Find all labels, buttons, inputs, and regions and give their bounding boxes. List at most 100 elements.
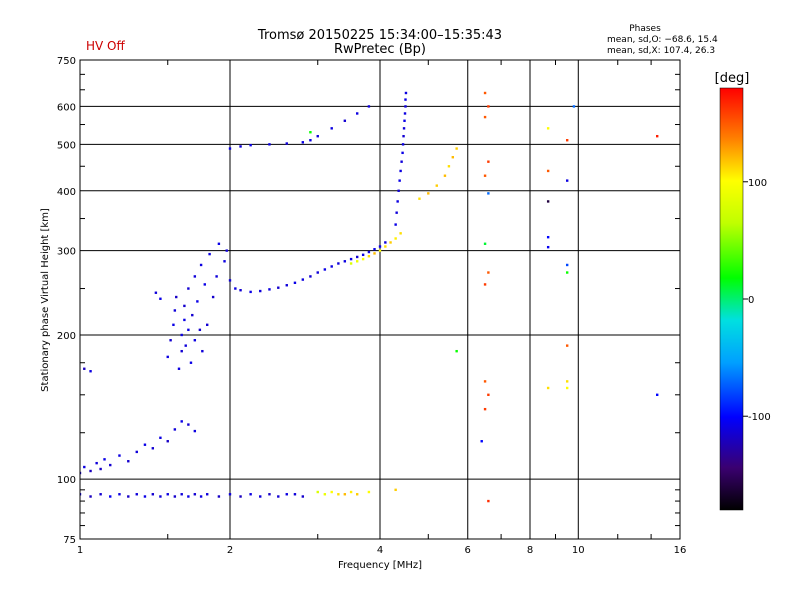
data-point [191,313,194,317]
data-point [293,281,297,284]
data-point [399,169,402,173]
data-point [343,260,347,263]
data-point [361,257,365,261]
data-point [487,393,490,397]
x-tick-label: 10 [572,545,585,556]
data-point [483,174,487,177]
data-point [217,495,221,498]
data-point [487,160,490,163]
data-point [655,393,659,397]
data-point [367,490,371,494]
x-tick-label: 16 [674,545,687,556]
data-point [373,248,376,251]
data-point [166,355,169,359]
data-point [565,380,569,383]
data-point [109,495,112,498]
data-point [401,151,404,155]
x-axis-label: Frequency [MHz] [338,560,422,571]
data-point [487,192,490,195]
stats-heading: Phases [629,24,661,34]
data-point [337,493,340,496]
data-point [187,287,190,290]
data-point [293,493,297,496]
data-point [151,447,155,450]
data-point [309,131,312,134]
data-point [323,493,327,496]
data-point [323,268,327,271]
data-point [143,443,147,446]
data-point [404,105,407,108]
data-point [177,367,181,370]
chart-title: Tromsø 20150225 15:34:00–15:35:43 [257,28,502,43]
data-point [239,289,242,292]
data-point [193,275,197,278]
data-point [189,361,193,364]
data-point [268,493,271,496]
data-point [404,98,407,101]
data-point [127,495,130,498]
data-point [403,119,406,122]
data-point [259,289,262,293]
data-point [175,295,178,299]
data-point [480,440,483,443]
data-point [95,461,98,465]
data-point [285,284,288,287]
data-point [89,495,92,498]
x-tick-label: 2 [227,545,233,556]
data-point [455,147,458,150]
data-point [355,112,359,115]
data-point [234,287,237,290]
data-point [118,493,121,496]
data-point [355,493,359,496]
data-point [199,495,203,498]
data-point [103,458,106,461]
data-point [193,429,197,433]
data-point [546,127,550,130]
data-point [394,237,397,240]
plot-frame [79,59,681,540]
grid-lines [80,60,680,539]
data-point [184,344,187,347]
data-point [451,156,455,159]
data-point [211,295,215,299]
data-point [268,143,271,146]
colorbar-tick-label: 100 [748,178,767,189]
data-point [316,134,319,138]
data-point [401,143,405,146]
data-point [398,179,401,182]
x-axis-ticks: 1 2 4 6 8 10 16 [77,60,687,556]
data-point [483,380,487,383]
data-point [487,271,490,274]
data-point [330,490,333,494]
colorbar [719,87,744,511]
data-point [395,211,398,214]
data-point [546,245,550,249]
data-point [143,495,147,498]
x-tick-label: 4 [377,545,383,556]
data-point [565,263,569,267]
data-point [349,490,353,494]
data-point [208,252,211,256]
data-point [199,263,203,267]
data-point [483,91,487,95]
data-point [154,291,158,294]
data-point [259,495,262,498]
data-point [403,112,407,115]
data-point [435,184,438,187]
data-point [180,349,183,353]
data-point [173,495,177,498]
data-point [249,493,252,496]
data-point [404,91,408,95]
data-point [89,469,92,473]
data-point [349,257,353,261]
y-axis-label: Stationary phase Virtual Height [km] [40,208,51,392]
data-point [309,139,312,142]
stats-line-x: mean, sd,X: 107.4, 26.3 [607,46,715,56]
data-point [198,328,202,332]
data-point [268,288,271,291]
data-point [572,105,576,108]
data-point [193,339,197,342]
data-point [565,139,569,142]
data-point [378,245,382,248]
data-point [83,465,86,469]
